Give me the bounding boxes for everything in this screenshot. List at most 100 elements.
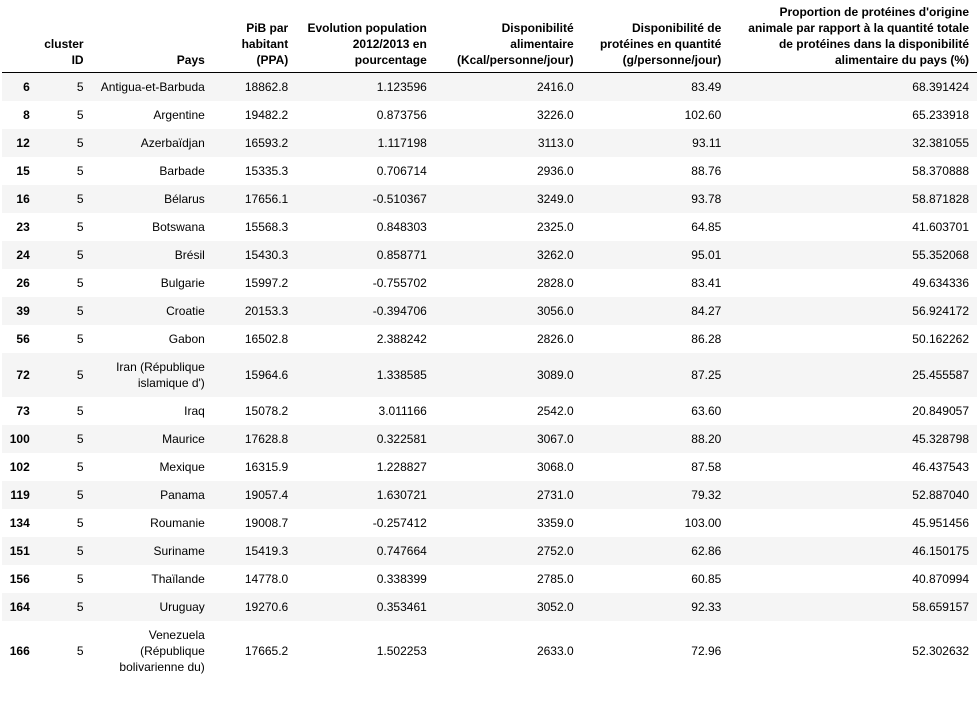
cell-proportion: 58.370888 xyxy=(912,163,969,178)
cell-kcal: 3249.0 xyxy=(536,191,574,206)
cell-index: 164 xyxy=(9,599,30,614)
cell-evolution: 0.353461 xyxy=(376,599,427,614)
cell-pays: Barbade xyxy=(159,163,205,178)
cell-index: 12 xyxy=(16,135,30,150)
cell-kcal: 3359.0 xyxy=(536,515,574,530)
cell-proportion: 49.634336 xyxy=(912,275,969,290)
cell-pays: Bélarus xyxy=(164,191,205,206)
cell-index: 6 xyxy=(23,79,30,94)
cell-kcal: 3226.0 xyxy=(536,107,574,122)
cell-pib: 15997.2 xyxy=(244,275,289,290)
cell-kcal: 2731.0 xyxy=(536,487,574,502)
cell-pays: Thaïlande xyxy=(151,571,205,586)
cell-proportion: 65.233918 xyxy=(912,107,969,122)
table-row: 15 5 Barbade 15335.3 0.706714 2936.0 88.76 58.3… xyxy=(2,156,977,185)
header-cluster-id: cluster ID xyxy=(37,4,92,73)
cell-index: 151 xyxy=(9,543,30,558)
cell-cluster-id: 5 xyxy=(76,331,84,346)
table-row: 8 5 Argentine 19482.2 0.873756 3226.0 102.60 65… xyxy=(2,100,977,129)
table-row: 24 5 Brésil 15430.3 0.858771 3262.0 95.01 55.35… xyxy=(2,240,977,269)
cell-index: 23 xyxy=(16,219,30,234)
cell-proportion: 56.924172 xyxy=(912,303,969,318)
cell-pays: Iran (République islamique d') xyxy=(116,359,205,390)
cell-proportion: 32.381055 xyxy=(912,135,969,150)
cell-cluster-id: 5 xyxy=(76,163,84,178)
cell-kcal: 2633.0 xyxy=(536,643,574,658)
cell-evolution: 0.706714 xyxy=(376,163,427,178)
cell-proteines: 62.86 xyxy=(691,543,722,558)
cell-proteines: 87.25 xyxy=(691,367,722,382)
cell-pib: 18862.8 xyxy=(244,79,289,94)
cell-pib: 16593.2 xyxy=(244,135,289,150)
cell-pays: Suriname xyxy=(153,543,205,558)
cell-index: 39 xyxy=(16,303,30,318)
cell-proteines: 83.41 xyxy=(691,275,722,290)
cell-cluster-id: 5 xyxy=(76,191,84,206)
cell-proteines: 88.20 xyxy=(691,431,722,446)
cell-proteines: 103.00 xyxy=(684,515,722,530)
cell-pays: Bulgarie xyxy=(160,275,205,290)
table-row: 16 5 Bélarus 17656.1 -0.510367 3249.0 93.78 58.… xyxy=(2,184,977,213)
cell-proteines: 72.96 xyxy=(691,643,722,658)
cell-proportion: 45.951456 xyxy=(912,515,969,530)
cell-pib: 15430.3 xyxy=(244,247,289,262)
cell-evolution: 1.228827 xyxy=(376,459,427,474)
cell-pays: Mexique xyxy=(159,459,205,474)
cell-cluster-id: 5 xyxy=(76,643,84,658)
cell-kcal: 2325.0 xyxy=(536,219,574,234)
cell-pays: Venezuela (République bolivarienne du) xyxy=(119,627,205,674)
table-row: 164 5 Uruguay 19270.6 0.353461 3052.0 92.33 58.… xyxy=(2,592,977,621)
cell-pays: Maurice xyxy=(162,431,205,446)
cell-pib: 19482.2 xyxy=(244,107,289,122)
cell-cluster-id: 5 xyxy=(76,431,84,446)
cell-index: 119 xyxy=(10,487,30,502)
cell-proteines: 86.28 xyxy=(691,331,722,346)
cell-kcal: 3089.0 xyxy=(536,367,574,382)
cell-proteines: 95.01 xyxy=(691,247,722,262)
cell-evolution: 0.873756 xyxy=(376,107,427,122)
cell-pays: Gabon xyxy=(168,331,205,346)
table-row: 134 5 Roumanie 19008.7 -0.257412 3359.0 103.00… xyxy=(2,508,977,537)
cell-evolution: -0.755702 xyxy=(372,275,427,290)
cell-proportion: 45.328798 xyxy=(912,431,969,446)
cell-index: 134 xyxy=(9,515,30,530)
cell-index: 102 xyxy=(9,459,30,474)
cell-kcal: 3068.0 xyxy=(536,459,574,474)
cell-cluster-id: 5 xyxy=(76,515,84,530)
table-row: 56 5 Gabon 16502.8 2.388242 2826.0 86.28 50.162… xyxy=(2,324,977,353)
cell-index: 16 xyxy=(16,191,30,206)
cell-cluster-id: 5 xyxy=(76,367,84,382)
cell-proteines: 93.78 xyxy=(691,191,722,206)
cell-pib: 15419.3 xyxy=(244,543,289,558)
cell-pib: 17665.2 xyxy=(244,643,289,658)
cell-evolution: 0.747664 xyxy=(376,543,427,558)
cell-index: 72 xyxy=(16,367,30,382)
cell-cluster-id: 5 xyxy=(76,403,84,418)
table-row: 100 5 Maurice 17628.8 0.322581 3067.0 88.20 45.… xyxy=(2,424,977,453)
table-row: 119 5 Panama 19057.4 1.630721 2731.0 79.32 52.8… xyxy=(2,480,977,509)
cell-cluster-id: 5 xyxy=(76,247,84,262)
cell-kcal: 3113.0 xyxy=(537,135,574,150)
cell-pib: 19270.6 xyxy=(244,599,289,614)
cell-evolution: 0.338399 xyxy=(376,571,427,586)
cell-index: 166 xyxy=(9,643,30,658)
cell-evolution: 1.117198 xyxy=(377,135,427,150)
cell-pib: 14778.0 xyxy=(244,571,289,586)
cell-pays: Croatie xyxy=(166,303,205,318)
cell-kcal: 3262.0 xyxy=(536,247,574,262)
header-kcal: Disponibilité alimentaire (Kcal/personne… xyxy=(434,4,582,73)
cell-proportion: 41.603701 xyxy=(912,219,969,234)
table-row: 12 5 Azerbaïdjan 16593.2 1.117198 3113.0 93.11… xyxy=(2,128,977,157)
cell-cluster-id: 5 xyxy=(76,487,84,502)
cell-cluster-id: 5 xyxy=(76,275,84,290)
cell-index: 156 xyxy=(9,571,30,586)
cell-cluster-id: 5 xyxy=(76,135,84,150)
cell-proportion: 20.849057 xyxy=(912,403,969,418)
cell-evolution: 1.123596 xyxy=(376,79,427,94)
table-row: 26 5 Bulgarie 15997.2 -0.755702 2828.0 83.41 49… xyxy=(2,268,977,297)
cell-proteines: 60.85 xyxy=(691,571,722,586)
cell-index: 56 xyxy=(16,331,30,346)
cell-cluster-id: 5 xyxy=(76,571,84,586)
cell-pays: Azerbaïdjan xyxy=(140,135,205,150)
header-proteines: Disponibilité de protéines en quantité (… xyxy=(581,4,730,73)
